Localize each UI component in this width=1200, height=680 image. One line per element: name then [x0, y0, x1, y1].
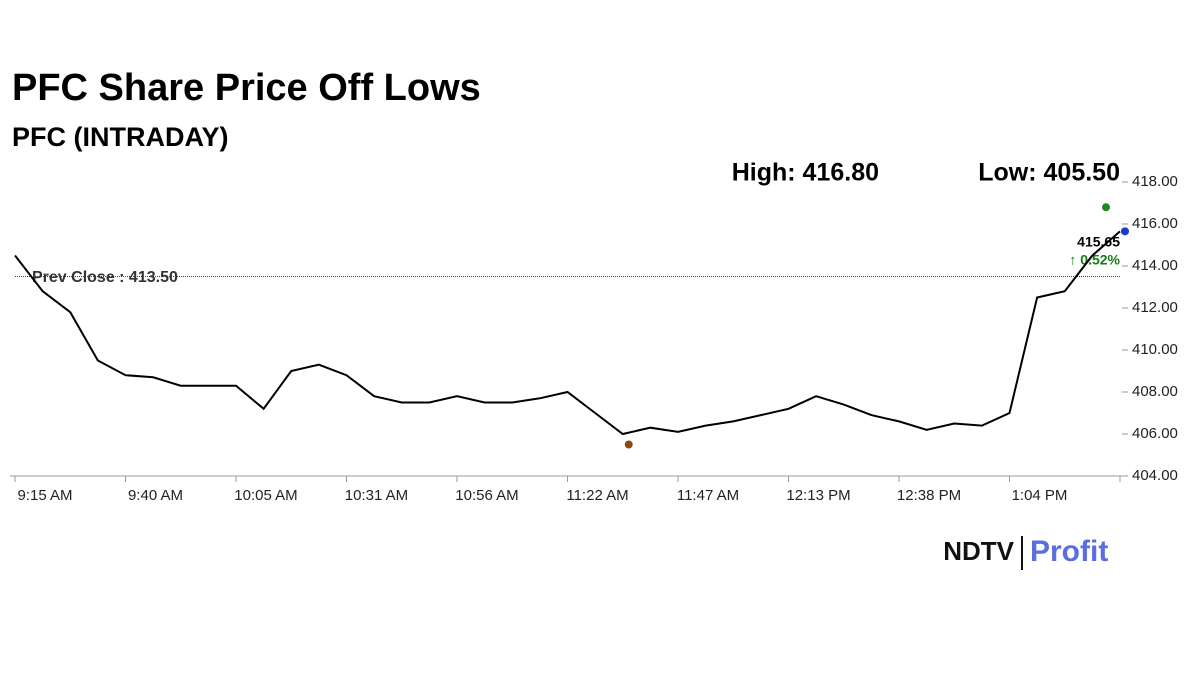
x-tick-label: 9:40 AM — [128, 487, 183, 504]
x-tick-label: 12:38 PM — [897, 487, 961, 504]
change-label: ↑ 0.52% — [1069, 252, 1120, 268]
y-tick-label: 404.00 — [1132, 467, 1178, 484]
x-tick-label: 1:04 PM — [1012, 487, 1068, 504]
x-tick-label: 9:15 AM — [17, 487, 72, 504]
chart-title: PFC Share Price Off Lows — [12, 67, 481, 109]
x-tick-label: 10:56 AM — [455, 487, 518, 504]
x-tick-label: 12:13 PM — [786, 487, 850, 504]
logo-profit: Profit — [1030, 535, 1108, 568]
y-tick-label: 412.00 — [1132, 299, 1178, 316]
x-tick-label: 11:22 AM — [566, 487, 628, 504]
low-label: Low: 405.50 — [978, 159, 1120, 187]
x-tick-label: 11:47 AM — [677, 487, 739, 504]
high-marker — [1102, 203, 1110, 212]
logo-ndtv: NDTV — [943, 536, 1014, 566]
price-line — [14, 230, 1121, 436]
high-label: High: 416.80 — [732, 159, 879, 187]
y-tick-label: 414.00 — [1132, 257, 1178, 274]
y-tick-label: 416.00 — [1132, 215, 1178, 232]
y-tick-label: 418.00 — [1132, 173, 1178, 190]
low-marker — [624, 440, 633, 449]
prev-close-label: Prev Close : 413.50 — [32, 269, 178, 286]
last-marker — [1121, 227, 1129, 236]
y-tick-label: 406.00 — [1132, 425, 1178, 442]
y-tick-label: 408.00 — [1132, 383, 1178, 400]
x-tick-label: 10:05 AM — [234, 487, 297, 504]
y-tick-label: 410.00 — [1132, 341, 1178, 358]
last-label: 415.65 — [1077, 234, 1120, 250]
chart-subtitle: PFC (INTRADAY) — [12, 122, 229, 152]
x-tick-label: 10:31 AM — [345, 487, 408, 504]
